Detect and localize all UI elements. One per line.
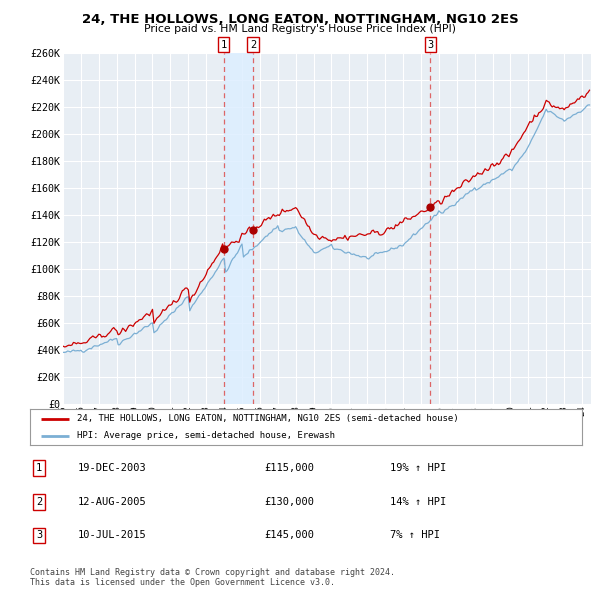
- Text: 3: 3: [36, 530, 42, 540]
- Text: 24, THE HOLLOWS, LONG EATON, NOTTINGHAM, NG10 2ES: 24, THE HOLLOWS, LONG EATON, NOTTINGHAM,…: [82, 13, 518, 26]
- Text: 24, THE HOLLOWS, LONG EATON, NOTTINGHAM, NG10 2ES (semi-detached house): 24, THE HOLLOWS, LONG EATON, NOTTINGHAM,…: [77, 414, 458, 423]
- Text: 14% ↑ HPI: 14% ↑ HPI: [390, 497, 446, 507]
- Text: 2: 2: [36, 497, 42, 507]
- Text: 7% ↑ HPI: 7% ↑ HPI: [390, 530, 440, 540]
- Text: 12-AUG-2005: 12-AUG-2005: [78, 497, 147, 507]
- Text: £145,000: £145,000: [264, 530, 314, 540]
- Text: 1: 1: [220, 40, 227, 50]
- Text: Price paid vs. HM Land Registry's House Price Index (HPI): Price paid vs. HM Land Registry's House …: [144, 24, 456, 34]
- Text: 1: 1: [36, 463, 42, 473]
- Text: HPI: Average price, semi-detached house, Erewash: HPI: Average price, semi-detached house,…: [77, 431, 335, 440]
- Text: 2: 2: [250, 40, 256, 50]
- Text: 19-DEC-2003: 19-DEC-2003: [78, 463, 147, 473]
- Text: 3: 3: [427, 40, 434, 50]
- Text: Contains HM Land Registry data © Crown copyright and database right 2024.
This d: Contains HM Land Registry data © Crown c…: [30, 568, 395, 587]
- Text: 19% ↑ HPI: 19% ↑ HPI: [390, 463, 446, 473]
- Text: £115,000: £115,000: [264, 463, 314, 473]
- Bar: [224, 53, 253, 404]
- Text: £130,000: £130,000: [264, 497, 314, 507]
- Text: 10-JUL-2015: 10-JUL-2015: [78, 530, 147, 540]
